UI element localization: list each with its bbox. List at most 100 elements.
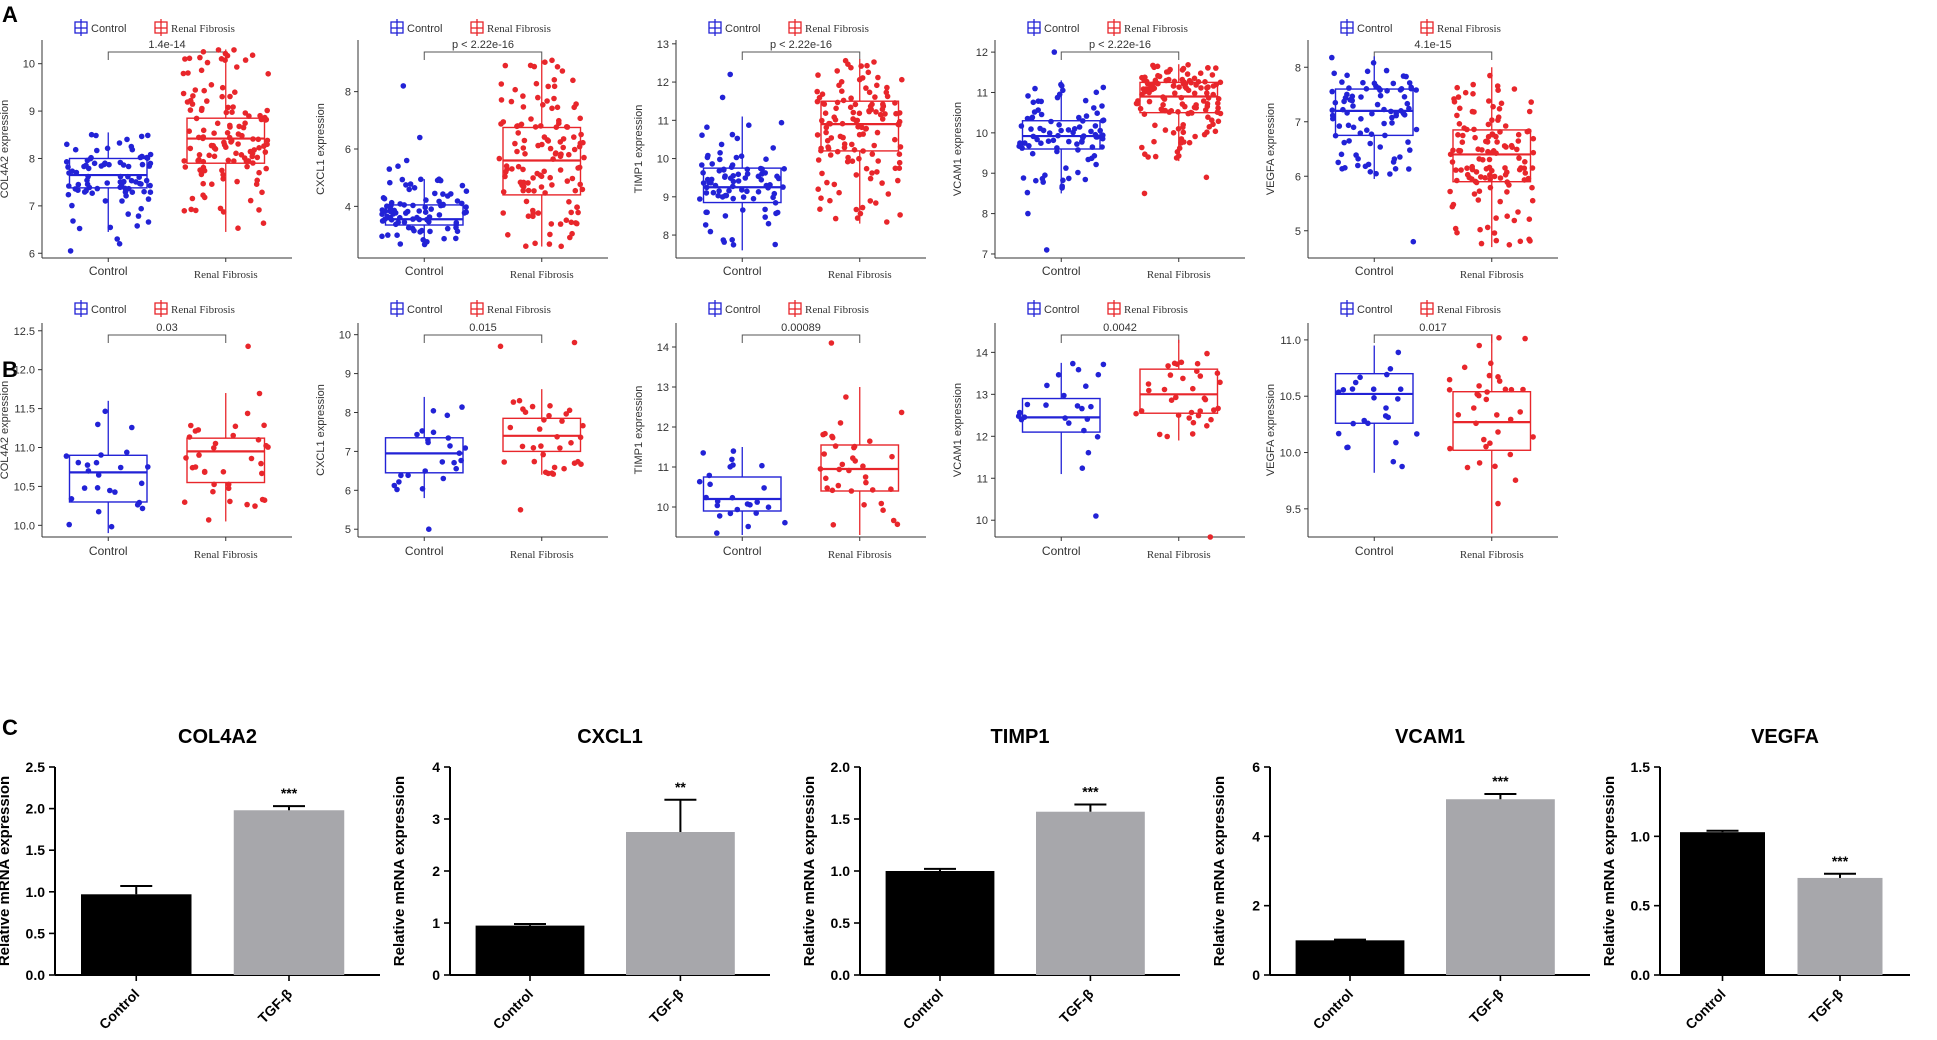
data-point <box>1459 139 1466 145</box>
data-point <box>1094 134 1101 140</box>
series-fibrosis <box>497 339 586 513</box>
x-tick-label-fibrosis: Renal Fibrosis <box>1460 549 1524 561</box>
data-point <box>718 141 725 148</box>
data-point <box>134 223 140 229</box>
data-point <box>187 145 194 152</box>
legend-label-control: Control <box>1357 23 1392 35</box>
chart-title: COL4A2 <box>178 726 257 748</box>
data-point <box>554 434 560 440</box>
y-tick-label: 0.0 <box>26 967 46 983</box>
data-point <box>830 522 837 528</box>
data-point <box>817 466 824 472</box>
data-point <box>225 104 231 111</box>
data-point <box>1377 92 1384 99</box>
y-axis-label: VEGFA expression <box>1265 103 1277 195</box>
x-tick-label-control: Control <box>1355 544 1394 558</box>
data-point <box>68 496 75 502</box>
data-point <box>1032 85 1038 92</box>
data-point <box>1152 122 1158 129</box>
data-point <box>696 478 703 485</box>
data-point <box>117 173 124 180</box>
data-point <box>102 408 108 415</box>
significance-bracket <box>423 51 543 60</box>
data-point <box>1490 103 1496 110</box>
data-point <box>1055 132 1061 139</box>
data-point <box>824 179 830 186</box>
significance-bracket <box>1373 51 1493 60</box>
y-tick-label: 9 <box>663 192 669 204</box>
data-point <box>146 163 153 169</box>
data-point <box>401 219 408 225</box>
series-control <box>1015 360 1107 519</box>
data-point <box>1522 170 1529 176</box>
data-point <box>1456 121 1463 127</box>
data-point <box>1400 110 1407 117</box>
y-tick-label: 1.0 <box>26 884 46 900</box>
data-point <box>94 185 101 192</box>
data-point <box>1383 67 1390 74</box>
data-point <box>1495 114 1502 120</box>
data-point <box>448 191 454 197</box>
data-point <box>1373 170 1379 177</box>
y-tick-label: 10 <box>23 59 35 71</box>
legend-label-fibrosis: Renal Fibrosis <box>171 23 235 35</box>
data-point <box>388 199 395 206</box>
data-point <box>532 124 539 130</box>
data-point <box>750 195 757 202</box>
y-axis-label: Relative mRNA expression <box>391 776 408 966</box>
data-point <box>512 140 518 147</box>
data-point <box>75 181 82 188</box>
legend-label-control: Control <box>1044 304 1079 316</box>
data-point <box>63 453 70 459</box>
data-point <box>500 189 507 195</box>
data-point <box>1377 144 1383 150</box>
data-point <box>223 144 229 150</box>
bar-tgf <box>233 810 345 975</box>
data-point <box>839 461 846 468</box>
data-point <box>1050 137 1057 144</box>
significance-mark: *** <box>1492 773 1509 789</box>
data-point <box>878 500 885 507</box>
data-point <box>1074 141 1080 147</box>
data-point <box>1449 159 1456 165</box>
data-point <box>834 68 840 74</box>
data-point <box>729 162 736 168</box>
data-point <box>1159 107 1166 113</box>
data-point <box>1175 126 1182 132</box>
data-point <box>1506 242 1513 248</box>
data-point <box>430 408 437 414</box>
data-point <box>704 209 710 216</box>
data-point <box>1043 402 1049 408</box>
data-point <box>525 213 532 219</box>
data-point <box>1350 124 1357 131</box>
series-control <box>379 83 470 248</box>
data-point <box>520 166 526 173</box>
data-point <box>1367 140 1373 147</box>
data-point <box>850 109 857 116</box>
data-point <box>70 218 76 224</box>
data-point <box>453 465 460 472</box>
data-point <box>744 166 751 173</box>
data-point <box>182 164 189 170</box>
data-point <box>827 197 833 204</box>
data-point <box>1518 165 1524 171</box>
data-point <box>1162 127 1169 133</box>
legend-label-fibrosis: Renal Fibrosis <box>805 23 869 35</box>
data-point <box>710 189 717 196</box>
data-point <box>761 485 767 491</box>
data-point <box>124 136 130 143</box>
data-point <box>1486 98 1492 104</box>
data-point <box>1530 135 1537 142</box>
data-point <box>1212 128 1219 135</box>
data-point <box>1504 213 1510 219</box>
data-point <box>1381 106 1387 113</box>
data-point <box>112 489 118 495</box>
data-point <box>859 204 866 211</box>
data-point <box>147 189 154 195</box>
chart-title: VCAM1 <box>1395 726 1465 748</box>
data-point <box>1094 110 1100 116</box>
data-point <box>1495 374 1501 380</box>
data-point <box>459 182 466 189</box>
data-point <box>722 213 729 219</box>
data-point <box>261 422 267 429</box>
